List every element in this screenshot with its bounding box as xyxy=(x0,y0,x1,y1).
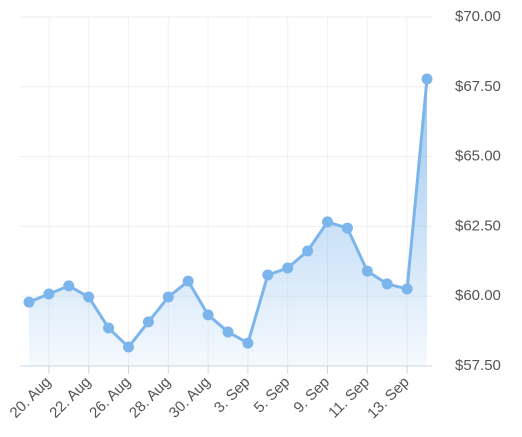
point xyxy=(23,296,35,308)
y-tick-label: $62.50 xyxy=(455,217,501,234)
x-tick-label: 11. Sep xyxy=(325,374,373,422)
point xyxy=(43,288,55,300)
x-tick-label: 22. Aug xyxy=(46,374,94,422)
point xyxy=(162,291,174,303)
x-tick-label: 28. Aug xyxy=(126,374,174,422)
x-tick-label: 5. Sep xyxy=(251,374,294,417)
point xyxy=(401,283,413,295)
y-tick-label: $67.50 xyxy=(455,78,501,95)
x-tick-label: 13. Sep xyxy=(364,374,413,423)
point xyxy=(123,341,134,353)
point xyxy=(262,269,274,281)
area xyxy=(29,78,427,367)
x-tick-label: 30. Aug xyxy=(166,374,214,422)
point xyxy=(182,275,194,287)
point xyxy=(421,73,433,85)
x-tick-label: 26. Aug xyxy=(86,374,134,422)
point xyxy=(341,222,353,234)
y-tick-label: $57.50 xyxy=(455,357,501,374)
point xyxy=(202,309,214,321)
point xyxy=(242,337,254,349)
point xyxy=(103,322,115,334)
x-tick-label: 3. Sep xyxy=(211,374,254,417)
point xyxy=(63,280,75,292)
y-tick-label: $65.00 xyxy=(455,148,501,165)
point xyxy=(222,326,234,338)
point xyxy=(361,265,373,277)
point xyxy=(322,216,333,228)
point xyxy=(83,291,95,303)
x-tick-label: 20. Aug xyxy=(7,374,55,422)
point xyxy=(302,245,314,257)
y-tick-label: $60.00 xyxy=(455,287,501,304)
point xyxy=(381,278,393,290)
point xyxy=(142,316,154,328)
y-tick-label: $70.00 xyxy=(455,8,501,25)
point xyxy=(282,262,294,274)
